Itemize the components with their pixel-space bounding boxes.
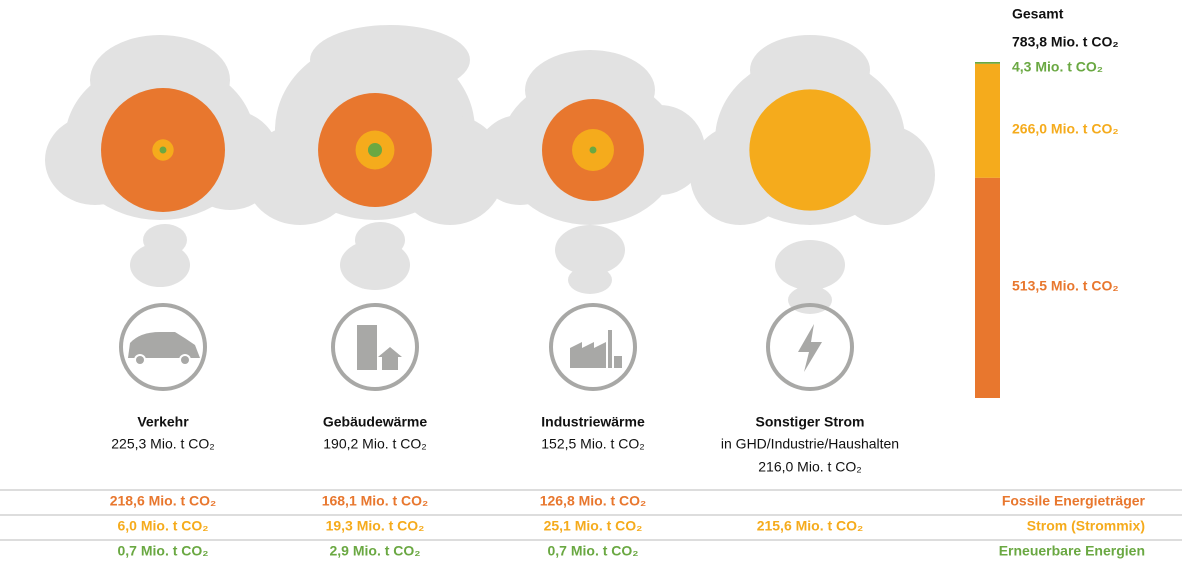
sector-total: 225,3 Mio. t CO₂ [111, 436, 214, 452]
renewable-circle [590, 147, 597, 154]
stack-label: 513,5 Mio. t CO₂ [1012, 278, 1119, 294]
value-label: 19,3 Mio. t CO₂ [326, 518, 425, 534]
value-label: 0,7 Mio. t CO₂ [117, 543, 208, 559]
value-label: 215,6 Mio. t CO₂ [757, 518, 864, 534]
value-label: 2,9 Mio. t CO₂ [329, 543, 420, 559]
total-label: 783,8 Mio. t CO₂ [1012, 34, 1119, 50]
stack-label: 266,0 Mio. t CO₂ [1012, 121, 1119, 137]
value-label: 0,7 Mio. t CO₂ [547, 543, 638, 559]
strom-circle [749, 89, 870, 210]
sector-name: Verkehr [137, 414, 189, 430]
value-label: 6,0 Mio. t CO₂ [117, 518, 208, 534]
stack-segment [975, 178, 1000, 398]
icons [128, 324, 822, 372]
icon-rings [121, 305, 852, 389]
stack-label: 4,3 Mio. t CO₂ [1012, 59, 1103, 75]
sector-total: 190,2 Mio. t CO₂ [323, 436, 426, 452]
legend-label: Erneuerbare Energien [999, 543, 1145, 559]
total-title: Gesamt [1012, 6, 1064, 22]
sector-total: 152,5 Mio. t CO₂ [541, 436, 644, 452]
value-label: 218,6 Mio. t CO₂ [110, 493, 217, 509]
renewable-circle [160, 147, 167, 154]
value-label: 25,1 Mio. t CO₂ [544, 518, 643, 534]
renewable-circle [368, 143, 382, 157]
stack-segment [975, 64, 1000, 178]
value-label: 168,1 Mio. t CO₂ [322, 493, 429, 509]
sector-name: Gebäudewärme [323, 414, 427, 430]
sector-name: Industriewärme [541, 414, 645, 430]
infographic: Gesamt 783,8 Mio. t CO₂ Verkehr 225,3 Mio… [0, 0, 1182, 564]
legend-label: Strom (Strommix) [1027, 518, 1145, 534]
sector-name: Sonstiger Strom [756, 414, 865, 430]
stack-segment [975, 62, 1000, 64]
sector-total: 216,0 Mio. t CO₂ [758, 459, 861, 475]
sector-note: in GHD/Industrie/Haushalten [721, 436, 899, 452]
value-label: 126,8 Mio. t CO₂ [540, 493, 647, 509]
legend-label: Fossile Energieträger [1002, 493, 1146, 509]
